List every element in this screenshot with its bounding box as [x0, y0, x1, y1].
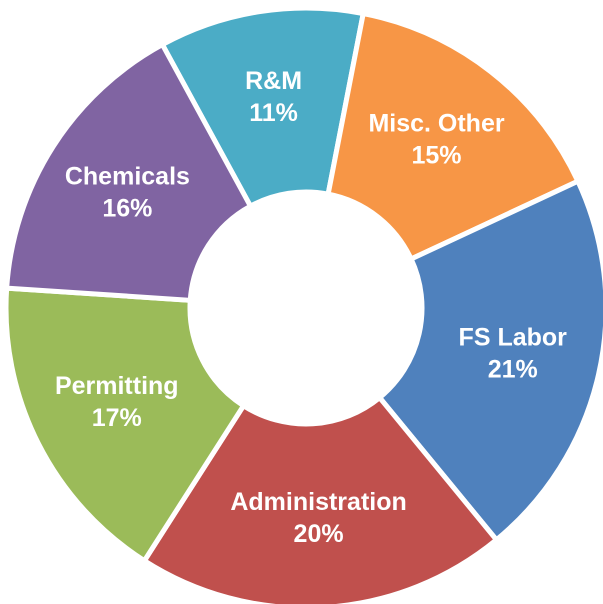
- donut-segment: [3, 41, 254, 303]
- donut-segment: [376, 177, 603, 544]
- segment-label: Chemicals: [65, 162, 190, 190]
- donut-segment: [140, 394, 500, 604]
- value-label: 21%: [488, 356, 538, 384]
- segment-label: Administration: [230, 488, 406, 516]
- segment-label: Misc. Other: [368, 110, 504, 138]
- segment-label: Permitting: [55, 372, 179, 400]
- segment-label: FS Labor: [459, 324, 568, 352]
- value-label: 15%: [411, 142, 461, 170]
- value-label: 17%: [92, 404, 142, 432]
- donut-segment: [325, 10, 582, 263]
- value-label: 20%: [294, 520, 344, 548]
- donut-segment: [3, 285, 247, 565]
- value-label: 11%: [249, 99, 298, 127]
- value-label: 16%: [102, 194, 152, 222]
- segment-label: R&M: [245, 67, 302, 95]
- donut-segment: [158, 5, 367, 210]
